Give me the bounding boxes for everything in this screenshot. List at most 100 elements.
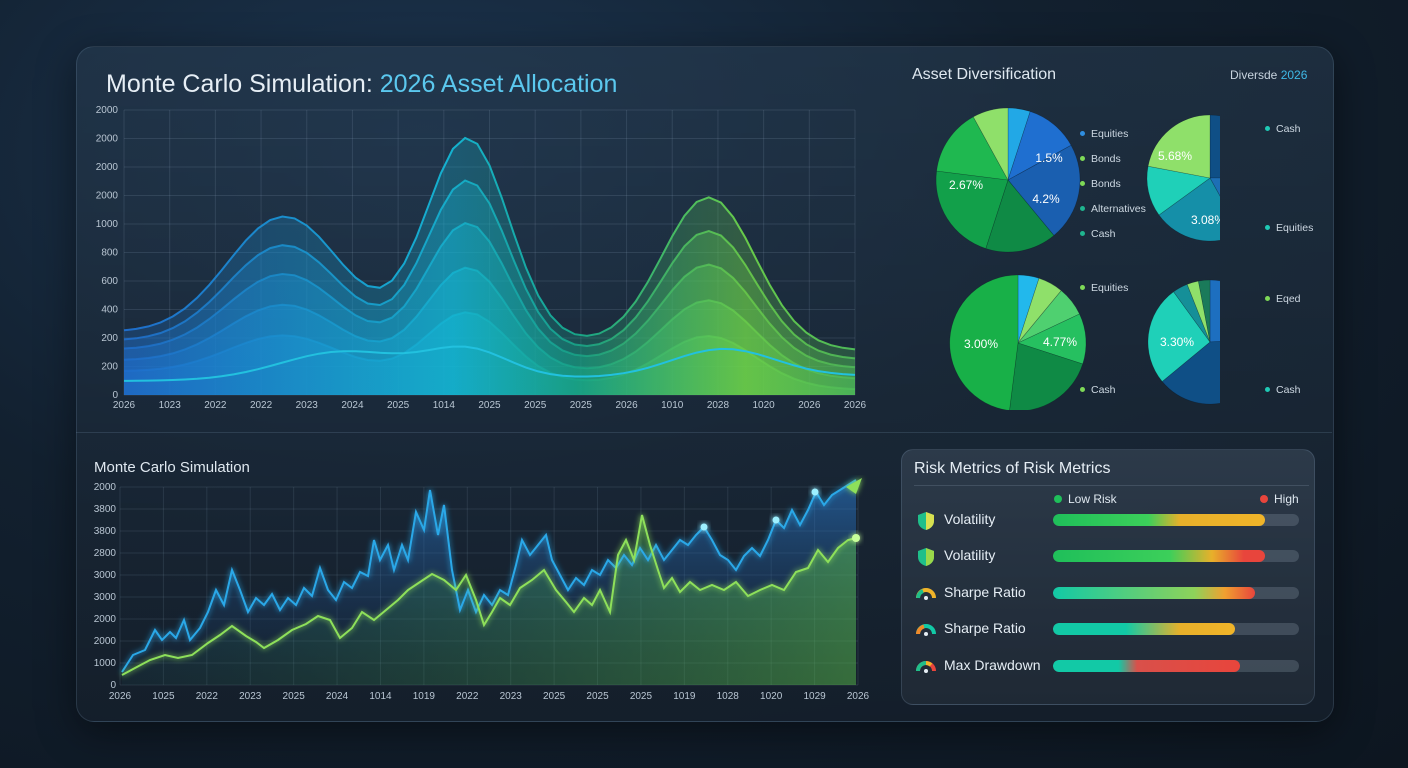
pie-slice <box>1158 177 1220 242</box>
legend-item: Alternatives <box>1080 196 1146 221</box>
pie-section-title: Asset Diversification <box>912 66 1057 83</box>
metric-bar-fill <box>1053 623 1236 635</box>
pie-slice <box>985 179 1055 253</box>
highlight-dot <box>700 523 708 531</box>
x-tick-label: 2023 <box>239 691 262 702</box>
x-tick-label: 1020 <box>760 691 783 702</box>
pie-slice <box>1017 274 1040 344</box>
green-area <box>122 515 856 685</box>
legend-item: Eqed <box>1265 286 1301 311</box>
x-tick-label: 2026 <box>615 400 638 411</box>
legend-label: Equities <box>1091 281 1129 294</box>
x-tick-label: 1014 <box>433 400 456 411</box>
legend-item: Cash <box>1265 116 1313 141</box>
highlight-dot <box>811 488 819 496</box>
pie-slice <box>1209 279 1220 343</box>
pie-label: 3.00% <box>964 337 998 351</box>
pie-slice <box>1147 291 1211 382</box>
asset-pies: 2.67%1.5%4.2%5.68%4.7%3.08%3.00%4.77%3.3… <box>935 107 1220 410</box>
x-tick-label: 2024 <box>341 400 364 411</box>
pie-slice <box>1146 165 1211 216</box>
pie-label: 4.2% <box>1032 192 1060 206</box>
y-tick-label: 2000 <box>94 636 117 647</box>
band-line <box>123 179 856 360</box>
legend-label: Cash <box>1276 122 1301 135</box>
band-line <box>123 136 856 351</box>
legend-label: Equities <box>1091 127 1129 140</box>
x-tick-label: 2025 <box>524 400 547 411</box>
x-tick-label: 1014 <box>369 691 392 702</box>
x-tick-label: 2026 <box>847 691 870 702</box>
legend-item: Equities <box>1080 121 1146 146</box>
high-risk-label: High <box>1274 492 1299 506</box>
x-tick-label: 1029 <box>803 691 826 702</box>
metric-bar-track <box>1053 587 1299 599</box>
metric-label: Max Drawdown <box>944 657 1041 673</box>
legend-dot <box>1080 387 1085 392</box>
metric-bar-fill <box>1053 660 1240 672</box>
pie-label: 2.67% <box>949 178 983 192</box>
metric-bar-track <box>1053 514 1299 526</box>
low-risk-dot <box>1054 495 1062 503</box>
page-title: Monte Carlo Simulation: 2026 Asset Alloc… <box>106 70 618 98</box>
legend-item: Cash <box>1080 377 1128 402</box>
shield-icon <box>915 546 937 568</box>
y-tick-label: 800 <box>101 248 118 259</box>
legend-label: Bonds <box>1091 152 1121 165</box>
legend-label: Cash <box>1091 227 1116 240</box>
pie-slice <box>1007 107 1031 181</box>
legend-label: Bonds <box>1091 177 1121 190</box>
x-tick-label: 2022 <box>196 691 219 702</box>
metric-label: Sharpe Ratio <box>944 584 1026 600</box>
legend-dot <box>1080 156 1085 161</box>
pie-slice <box>935 170 1009 249</box>
x-tick-label: 2026 <box>844 400 867 411</box>
highlight-dot <box>772 516 780 524</box>
legend-dot <box>1265 296 1270 301</box>
pie-slice <box>1009 342 1084 410</box>
pie-label: 3.08% <box>1191 213 1220 227</box>
risk-legend-low: Low Risk <box>1054 492 1117 506</box>
band-line <box>123 311 856 391</box>
metric-bar-track <box>1053 550 1299 562</box>
x-tick-label: 2025 <box>586 691 609 702</box>
pie2-legend: Cash Equities <box>1265 116 1313 240</box>
x-tick-label: 1019 <box>673 691 696 702</box>
x-tick-label: 1010 <box>661 400 684 411</box>
end-dot <box>852 534 860 542</box>
y-tick-label: 2000 <box>94 482 117 493</box>
pie-label: 1.5% <box>1035 151 1063 165</box>
y-tick-label: 600 <box>101 276 118 287</box>
pie-slice <box>949 274 1019 410</box>
x-tick-label: 2028 <box>707 400 730 411</box>
legend-dot <box>1080 231 1085 236</box>
baseline-line <box>123 345 856 382</box>
metric-bar-fill <box>1053 514 1265 526</box>
x-tick-label: 2022 <box>250 400 273 411</box>
band-line <box>123 222 856 369</box>
pie3-legend: Equities Cash <box>1080 275 1128 402</box>
legend-item: Cash <box>1265 377 1301 402</box>
legend-dot <box>1265 126 1270 131</box>
pie-slice <box>1161 341 1220 405</box>
metric-label: Sharpe Ratio <box>944 620 1026 636</box>
pie-label: 4.77% <box>1043 335 1077 349</box>
legend-dot <box>1080 131 1085 136</box>
metric-bar-track <box>1053 660 1299 672</box>
legend-item: Bonds <box>1080 146 1146 171</box>
y-tick-label: 2000 <box>94 614 117 625</box>
legend-dot <box>1080 206 1085 211</box>
metric-bar-fill <box>1053 587 1255 599</box>
x-tick-label: 2024 <box>326 691 349 702</box>
pie-slice <box>1017 290 1080 344</box>
metric-label: Volatility <box>944 511 996 527</box>
y-tick-label: 3000 <box>94 592 117 603</box>
legend-item: Equities <box>1265 215 1313 240</box>
legend-label: Equities <box>1276 221 1314 234</box>
pie-slice <box>936 116 1009 181</box>
x-tick-label: 1020 <box>753 400 776 411</box>
band-line <box>123 266 856 380</box>
y-tick-label: 200 <box>101 362 118 373</box>
pie-slice <box>1017 277 1062 344</box>
